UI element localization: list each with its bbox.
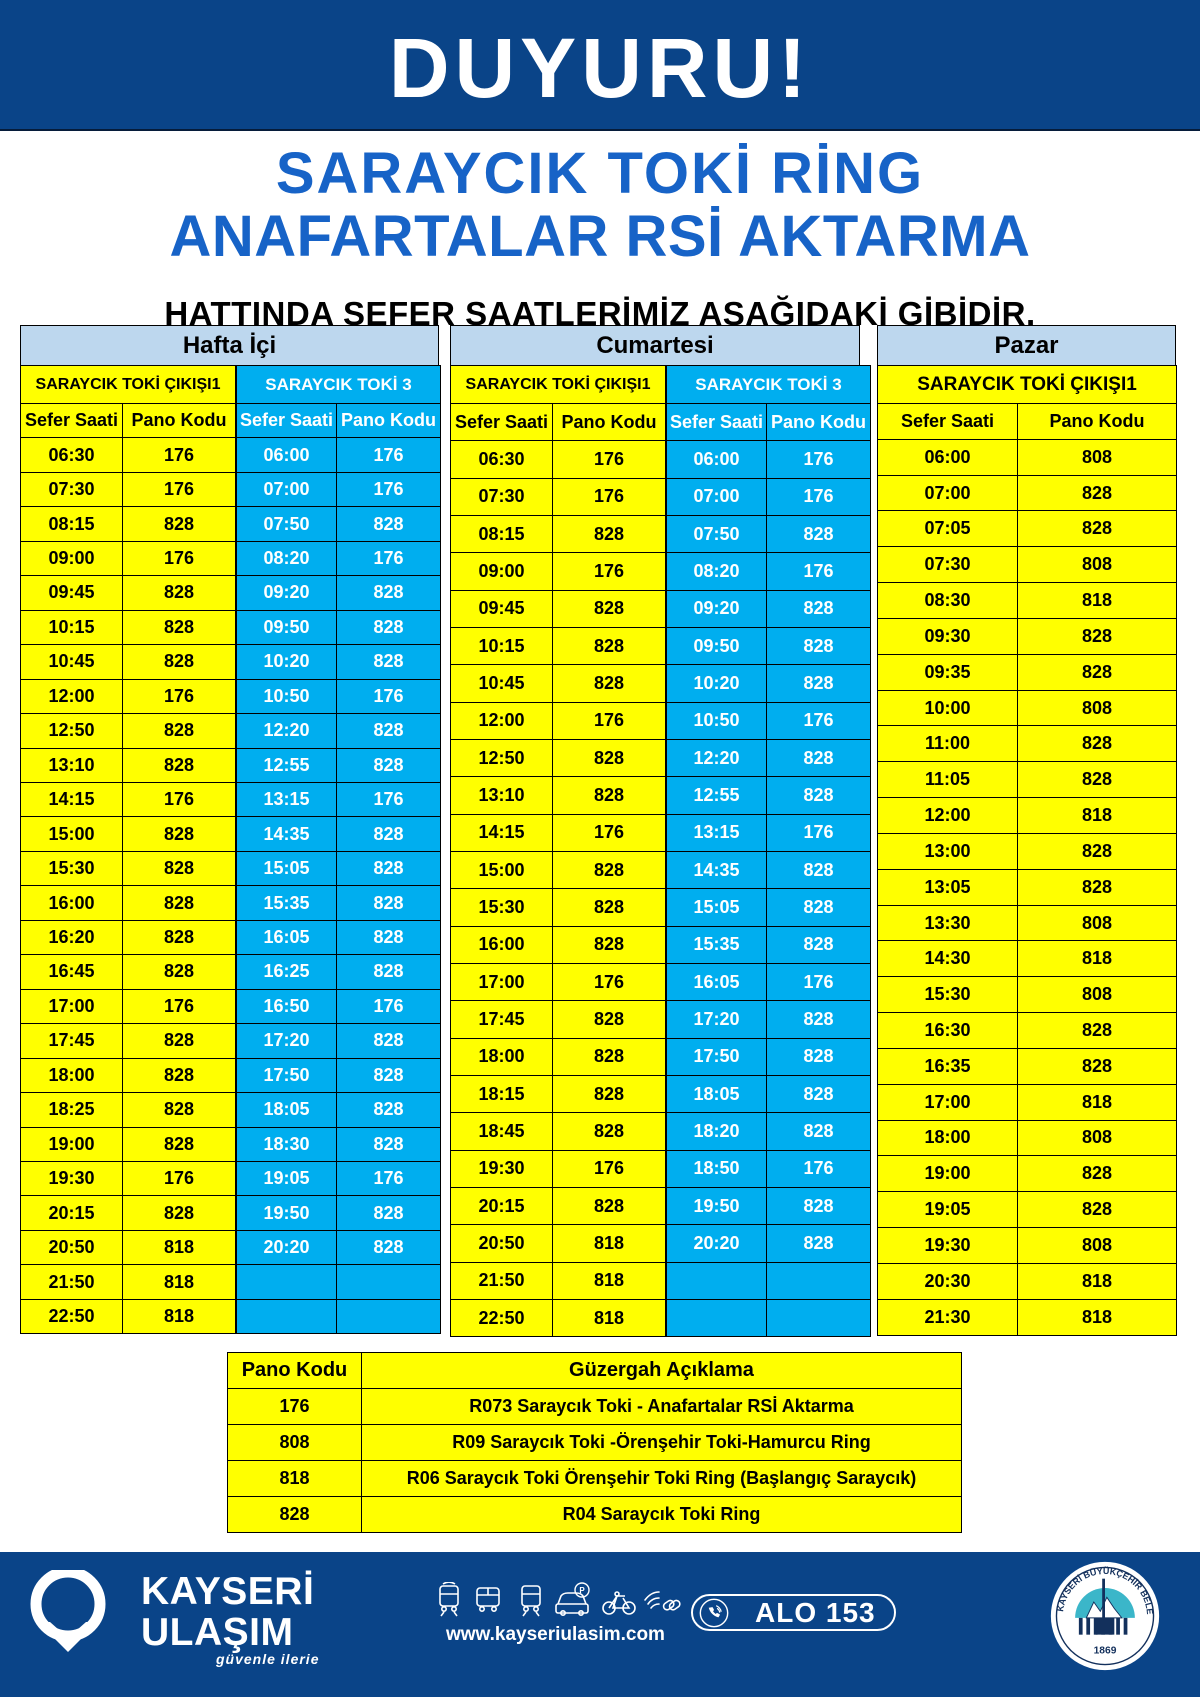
svg-text:1869: 1869	[1094, 1645, 1117, 1656]
svg-text:P: P	[579, 1586, 585, 1595]
